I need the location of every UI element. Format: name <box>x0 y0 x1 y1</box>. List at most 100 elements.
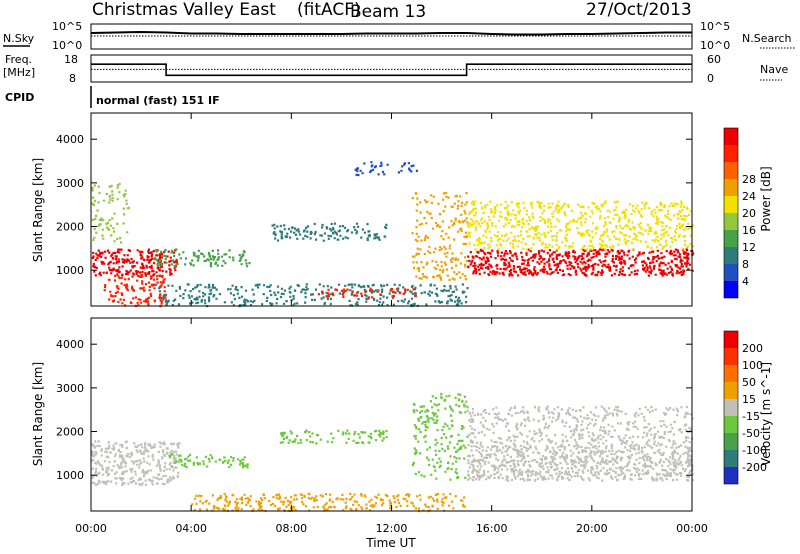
colorbar-tick-label: 12 <box>742 241 756 254</box>
power-echo-region <box>411 191 469 282</box>
frequency-line <box>91 63 692 77</box>
x-tick-label: 00:00 <box>676 522 708 535</box>
colorbar-tick-label: -15 <box>742 410 760 423</box>
velocity-echo-region <box>168 453 249 469</box>
x-tick-label: 08:00 <box>275 522 307 535</box>
colorbar-segment <box>724 416 738 433</box>
method-title: (fitACF) <box>297 0 361 20</box>
colorbar-tick-label: 50 <box>742 376 756 389</box>
colorbar-tick-label: 4 <box>742 275 749 288</box>
power-echo-region <box>271 222 388 242</box>
velocity-colorbar: 200 100 50 15 -15 -50 -100 -200 Velocity [m s^-… <box>723 330 773 485</box>
colorbar-segment <box>724 382 738 399</box>
colorbar-segment <box>724 264 738 281</box>
velocity-echo-region <box>91 440 181 487</box>
colorbar-segment <box>724 399 738 416</box>
frequency-panel: Freq. [MHz] 18 8 60 0 Nave <box>3 53 788 85</box>
nave-tick-low: 0 <box>707 72 714 85</box>
colorbar-tick-label: 200 <box>742 342 763 355</box>
noise-tick-high-right: 10^5 <box>700 20 730 33</box>
power-echo-region <box>317 287 417 299</box>
colorbar-segment <box>724 247 738 264</box>
x-tick-label: 16:00 <box>476 522 508 535</box>
power-y-label: Slant Range [km] <box>31 158 45 262</box>
colorbar-tick-label: -200 <box>742 461 767 474</box>
colorbar-tick-label: 8 <box>742 258 749 271</box>
y-tick-label: 4000 <box>56 133 84 146</box>
power-echo-region <box>103 274 168 308</box>
x-tick-label: 04:00 <box>175 522 207 535</box>
y-tick-label: 3000 <box>56 177 84 190</box>
power-echo-region <box>466 200 694 251</box>
power-colorbar: 4 8 12 16 20 24 28 Power [dB] <box>723 127 773 299</box>
cpid-label: CPID <box>5 91 34 104</box>
power-echo-region <box>91 182 130 244</box>
nave-tick-high: 60 <box>707 53 721 66</box>
colorbar-segment <box>724 162 738 179</box>
power-y-axis: 1000 2000 3000 4000 <box>56 133 692 277</box>
x-tick-label: 20:00 <box>576 522 608 535</box>
velocity-echo-region <box>467 444 694 482</box>
colorbar-tick-label: 16 <box>742 224 756 237</box>
power-echo-region <box>153 248 251 268</box>
power-echo-region <box>91 248 178 277</box>
noise-tick-low-left: 10^0 <box>52 39 82 52</box>
nave-label: Nave <box>760 63 788 76</box>
velocity-x-axis: 00:00 04:00 08:00 12:00 16:00 20:00 00:00 <box>75 318 708 535</box>
velocity-echo-region <box>191 492 466 513</box>
station-title: Christmas Valley East <box>92 0 276 20</box>
colorbar-segment <box>724 348 738 365</box>
y-tick-label: 3000 <box>56 382 84 395</box>
colorbar-segment <box>724 467 738 484</box>
x-tick-label: 00:00 <box>75 522 107 535</box>
noise-sky-line <box>90 30 692 36</box>
colorbar-tick-label: 24 <box>742 190 756 203</box>
velocity-scatter <box>91 392 694 513</box>
colorbar-segment <box>724 365 738 382</box>
y-tick-label: 2000 <box>56 221 84 234</box>
colorbar-tick-label: -100 <box>742 444 767 457</box>
colorbar-segment <box>724 331 738 348</box>
colorbar-segment <box>724 281 738 298</box>
freq-tick-high: 18 <box>64 53 78 66</box>
colorbar-segment <box>724 179 738 196</box>
colorbar-segment <box>724 230 738 247</box>
colorbar-tick-label: 28 <box>742 173 756 186</box>
nsearch-label: N.Search <box>742 32 792 45</box>
y-tick-label: 4000 <box>56 338 84 351</box>
colorbar-segment <box>724 196 738 213</box>
noise-tick-low-right: 10^0 <box>700 39 730 52</box>
y-tick-label: 2000 <box>56 426 84 439</box>
colorbar-segment <box>724 433 738 450</box>
velocity-y-axis: 1000 2000 3000 4000 <box>56 338 692 482</box>
colorbar-tick-label: 15 <box>742 393 756 406</box>
power-echo-region <box>354 161 418 177</box>
colorbar-tick-label: 20 <box>742 207 756 220</box>
velocity-echo-region <box>411 392 469 481</box>
freq-tick-low: 8 <box>69 72 76 85</box>
colorbar-segment <box>724 145 738 162</box>
colorbar-tick-label: -50 <box>742 427 760 440</box>
power-colorbar-label: Power [dB] <box>759 166 773 231</box>
date-title: 27/Oct/2013 <box>586 0 692 20</box>
velocity-colorbar-label-text: Velocity [m s^-1] <box>759 362 773 466</box>
y-tick-label: 1000 <box>56 469 84 482</box>
power-echo-region <box>155 283 469 308</box>
noise-tick-high-left: 10^5 <box>52 20 82 33</box>
x-axis-label: Time UT <box>365 536 416 550</box>
nsky-label: N.Sky <box>3 32 35 45</box>
velocity-y-label: Slant Range [km] <box>31 362 45 466</box>
beam-title: Beam 13 <box>350 2 426 22</box>
power-x-ticks <box>90 113 693 306</box>
velocity-echo-region <box>466 405 694 447</box>
colorbar-tick-label: 100 <box>742 359 763 372</box>
x-tick-label: 12:00 <box>376 522 408 535</box>
freq-label: Freq. <box>5 53 32 66</box>
noise-panel: N.Sky N.Search 10^5 10^0 10^5 10^0 <box>3 20 795 52</box>
freq-unit-label: [MHz] <box>3 66 35 79</box>
power-echo-region <box>467 248 695 277</box>
cpid-value: normal (fast) 151 IF <box>96 94 220 107</box>
colorbar-segment <box>724 450 738 467</box>
velocity-colorbar-label: Velocity [m s^-1] <box>759 362 773 466</box>
velocity-panel: 1000 2000 3000 4000 00:00 04:00 08:00 12:00 16:… <box>31 317 708 550</box>
